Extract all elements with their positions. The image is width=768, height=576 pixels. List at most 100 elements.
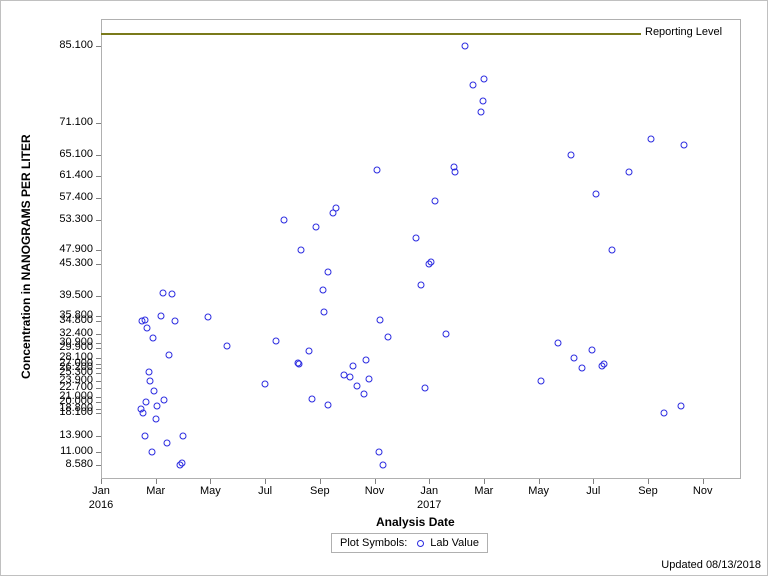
data-point — [154, 402, 161, 409]
data-point — [412, 235, 419, 242]
y-tick — [96, 465, 101, 466]
x-tick-label: Nov — [688, 485, 718, 497]
legend-marker-icon — [417, 540, 424, 547]
footer-updated: Updated 08/13/2018 — [661, 559, 761, 571]
data-point — [647, 136, 654, 143]
data-point — [661, 409, 668, 416]
data-point — [353, 382, 360, 389]
y-tick — [96, 296, 101, 297]
y-tick-label: 65.100 — [1, 148, 93, 160]
data-point — [346, 373, 353, 380]
plot-area — [101, 19, 741, 479]
data-point — [442, 331, 449, 338]
legend-item-label: Lab Value — [430, 537, 479, 549]
x-tick-label: May — [524, 485, 554, 497]
data-point — [143, 399, 150, 406]
y-tick — [96, 264, 101, 265]
data-point — [469, 81, 476, 88]
data-point — [360, 390, 367, 397]
data-point — [223, 343, 230, 350]
x-tick — [429, 479, 430, 484]
data-point — [159, 289, 166, 296]
x-tick-label: Sep — [305, 485, 335, 497]
data-point — [148, 448, 155, 455]
y-tick — [96, 176, 101, 177]
y-tick — [96, 316, 101, 317]
y-tick — [96, 381, 101, 382]
y-tick-label: 13.900 — [1, 429, 93, 441]
data-point — [305, 347, 312, 354]
data-point — [366, 376, 373, 383]
data-point — [160, 396, 167, 403]
x-tick — [703, 479, 704, 484]
y-tick — [96, 358, 101, 359]
y-tick — [96, 321, 101, 322]
data-point — [333, 204, 340, 211]
data-point — [140, 409, 147, 416]
data-point — [204, 314, 211, 321]
y-tick-label: 85.100 — [1, 39, 93, 51]
y-tick-label: 8.580 — [1, 458, 93, 470]
x-tick — [210, 479, 211, 484]
x-axis-title: Analysis Date — [376, 515, 455, 529]
data-point — [588, 346, 595, 353]
x-tick — [593, 479, 594, 484]
data-point — [141, 432, 148, 439]
x-tick — [156, 479, 157, 484]
y-tick — [96, 388, 101, 389]
y-tick — [96, 334, 101, 335]
x-tick-label: Jan — [414, 485, 444, 497]
data-point — [178, 459, 185, 466]
y-tick-label: 71.100 — [1, 116, 93, 128]
x-tick — [539, 479, 540, 484]
y-tick — [96, 364, 101, 365]
y-tick-label: 47.900 — [1, 243, 93, 255]
y-tick-label: 61.400 — [1, 169, 93, 181]
data-point — [320, 308, 327, 315]
data-point — [141, 317, 148, 324]
data-point — [147, 377, 154, 384]
data-point — [601, 361, 608, 368]
data-point — [461, 42, 468, 49]
y-tick — [96, 409, 101, 410]
data-point — [479, 98, 486, 105]
x-tick — [375, 479, 376, 484]
reporting-level-line — [101, 33, 641, 35]
data-point — [312, 224, 319, 231]
data-point — [677, 403, 684, 410]
data-point — [281, 216, 288, 223]
data-point — [158, 312, 165, 319]
data-point — [171, 318, 178, 325]
x-tick — [484, 479, 485, 484]
y-tick — [96, 46, 101, 47]
y-tick — [96, 368, 101, 369]
chart-container: Concentration in NANOGRAMS PER LITER Ana… — [0, 0, 768, 576]
y-tick-label: 39.500 — [1, 289, 93, 301]
data-point — [376, 317, 383, 324]
x-tick-sublabel: 2016 — [81, 499, 121, 511]
data-point — [571, 354, 578, 361]
y-tick-label: 32.400 — [1, 327, 93, 339]
data-point — [151, 388, 158, 395]
data-point — [262, 381, 269, 388]
y-tick — [96, 343, 101, 344]
y-tick — [96, 452, 101, 453]
data-point — [478, 109, 485, 116]
x-tick-sublabel: 2017 — [409, 499, 449, 511]
data-point — [144, 325, 151, 332]
y-tick-label: 53.300 — [1, 213, 93, 225]
x-tick — [648, 479, 649, 484]
y-tick — [96, 198, 101, 199]
legend-box: Plot Symbols: Lab Value — [331, 533, 488, 553]
data-point — [166, 352, 173, 359]
y-tick-label: 45.300 — [1, 257, 93, 269]
y-tick — [96, 397, 101, 398]
data-point — [297, 246, 304, 253]
data-point — [480, 76, 487, 83]
y-tick — [96, 220, 101, 221]
y-tick — [96, 348, 101, 349]
legend-title: Plot Symbols: — [340, 537, 407, 549]
data-point — [349, 363, 356, 370]
data-point — [308, 395, 315, 402]
reporting-level-label: Reporting Level — [645, 26, 722, 38]
